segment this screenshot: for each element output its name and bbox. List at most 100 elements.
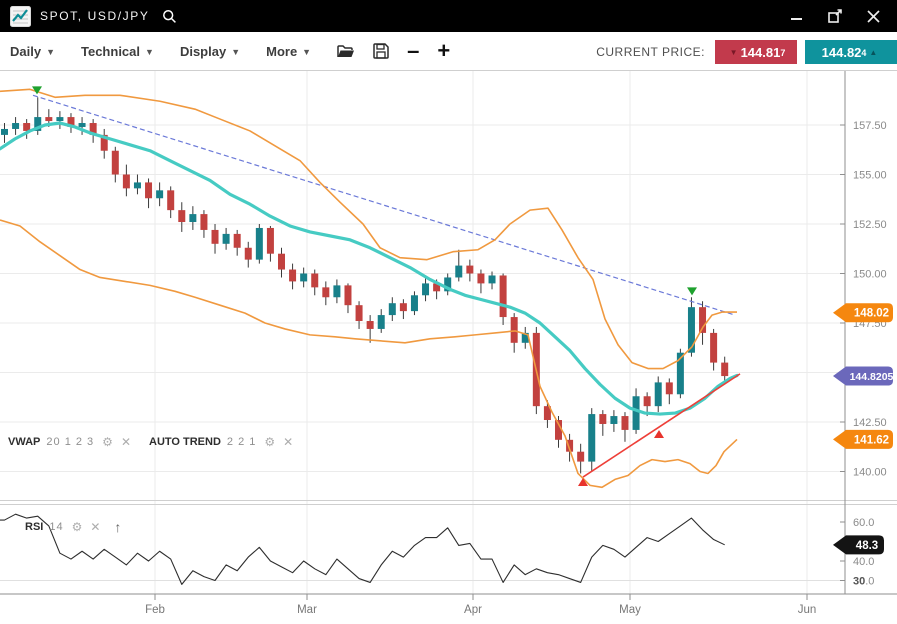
search-icon[interactable]	[162, 9, 177, 24]
candle-body	[122, 174, 130, 189]
chevron-down-icon: ▼	[302, 47, 312, 57]
price-axis-label: 152.50	[853, 219, 887, 231]
close-button[interactable]	[865, 8, 881, 24]
popout-button[interactable]	[827, 8, 843, 24]
candle-body	[687, 307, 695, 353]
menu-display[interactable]: Display ▼	[180, 44, 240, 59]
bid-price-value: 144.81	[740, 44, 781, 60]
price-axis-badge-value: 148.02	[854, 308, 889, 320]
candle-body	[167, 190, 175, 211]
candle-body	[466, 265, 474, 274]
title-bar: SPOT, USD/JPY	[0, 0, 897, 32]
save-icon	[373, 43, 389, 59]
candle-body	[399, 303, 407, 312]
chart-canvas[interactable]: 157.50155.00152.50150.00147.50145.00142.…	[0, 71, 897, 624]
candle-body	[499, 275, 507, 318]
close-icon[interactable]: ✕	[283, 435, 294, 449]
open-chart-button[interactable]	[337, 40, 355, 62]
candle-body	[278, 253, 285, 270]
candle-body	[654, 382, 662, 407]
candle-body	[510, 317, 518, 343]
folder-open-icon	[337, 44, 355, 57]
collapse-pane-arrow-icon[interactable]: ↑	[114, 519, 122, 535]
window-title: SPOT, USD/JPY	[40, 9, 150, 23]
candle-body	[133, 182, 141, 189]
month-label: Apr	[464, 604, 482, 616]
chevron-down-icon: ▼	[145, 47, 154, 57]
candle-body	[455, 265, 463, 278]
candle-body	[145, 182, 153, 199]
candle-body	[56, 117, 64, 122]
candle-body	[111, 150, 119, 175]
candle-body	[676, 352, 684, 395]
candle-body	[388, 303, 396, 316]
candle-body	[12, 123, 20, 129]
zoom-out-button[interactable]: –	[407, 38, 420, 63]
candle-body	[23, 123, 31, 131]
trendline-support	[582, 373, 741, 478]
sell-signal-marker	[32, 86, 42, 95]
candle-body	[266, 227, 274, 254]
month-label: Mar	[297, 604, 317, 616]
bid-price-badge[interactable]: ▼ 144.81 7	[715, 40, 797, 64]
candle-body	[233, 233, 241, 248]
toolbar-icons: – +	[337, 40, 450, 62]
candle-body	[699, 307, 707, 333]
menu-technical[interactable]: Technical ▼	[81, 44, 154, 59]
save-chart-button[interactable]	[373, 40, 389, 62]
gear-icon[interactable]: ⚙	[102, 435, 113, 449]
candle-body	[222, 233, 230, 244]
vwap-legend: VWAP 20 1 2 3 ⚙ ✕	[8, 436, 131, 448]
zoom-in-button[interactable]: +	[437, 38, 451, 63]
candle-body	[89, 123, 97, 135]
price-axis-badge-value: 144.8205	[850, 371, 894, 383]
candle-body	[156, 190, 164, 199]
menu-more[interactable]: More ▼	[266, 44, 311, 59]
candle-body	[178, 210, 186, 223]
minimize-button[interactable]	[789, 8, 805, 24]
close-icon[interactable]: ✕	[90, 520, 101, 534]
candle-body	[100, 134, 108, 151]
candle-body	[521, 332, 529, 343]
arrow-down-icon: ▼	[729, 47, 738, 57]
candle-body	[311, 273, 319, 288]
month-label: Feb	[145, 604, 165, 616]
menu-display-label: Display	[179, 43, 227, 59]
vwap-params: 20 1 2 3	[46, 436, 95, 448]
ask-price-pip: 4	[861, 48, 867, 58]
chart-area: 157.50155.00152.50150.00147.50145.00142.…	[0, 71, 897, 624]
rsi-axis-badge-value: 48.3	[856, 540, 878, 552]
rsi-line	[0, 513, 725, 585]
candle-body	[444, 277, 452, 292]
vwap-line	[0, 121, 739, 416]
candle-body	[721, 362, 729, 377]
candle-body	[610, 416, 618, 424]
candle-body	[355, 305, 363, 322]
rsi-legend: RSI 14 ⚙ ✕ ↑	[25, 519, 121, 535]
current-price-label: CURRENT PRICE:	[596, 44, 705, 59]
bid-price-pip: 7	[780, 48, 786, 58]
gear-icon[interactable]: ⚙	[264, 435, 276, 449]
candle-body	[621, 416, 629, 430]
chevron-down-icon: ▼	[46, 47, 55, 57]
price-axis-label: 155.00	[853, 170, 887, 182]
candle-body	[665, 382, 673, 395]
menu-timeframe[interactable]: Daily ▼	[10, 44, 55, 59]
bollinger-upper-band	[0, 88, 737, 370]
price-axis-badge-value: 141.62	[854, 434, 889, 446]
menu-timeframe-label: Daily	[10, 43, 42, 59]
app-logo-icon	[10, 5, 31, 27]
gear-icon[interactable]: ⚙	[71, 520, 83, 534]
candle-body	[45, 117, 53, 122]
trendline-dashed	[32, 94, 736, 316]
sell-signal-marker	[687, 287, 697, 296]
close-icon[interactable]: ✕	[120, 435, 131, 449]
candle-body	[477, 273, 485, 284]
arrow-up-icon: ▲	[869, 47, 878, 57]
pane-separator[interactable]	[0, 504, 897, 505]
month-label: May	[619, 604, 641, 616]
ask-price-badge[interactable]: 144.82 4 ▲	[805, 40, 897, 64]
candle-body	[377, 315, 385, 329]
vwap-label: VWAP	[8, 436, 41, 448]
